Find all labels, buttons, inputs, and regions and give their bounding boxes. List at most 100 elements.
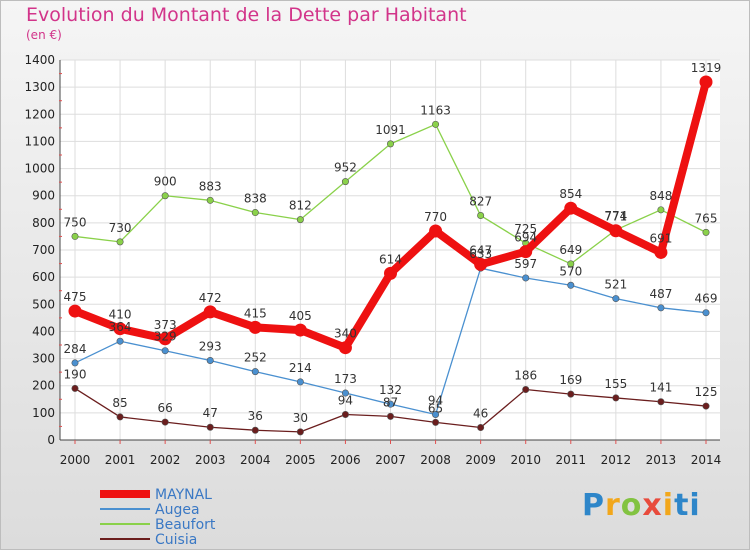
data-label-cuisia: 66	[158, 401, 173, 415]
data-label-cuisia: 65	[428, 401, 443, 415]
point-cuisia	[296, 428, 304, 436]
data-label-beaufort: 774	[604, 209, 627, 223]
data-label-beaufort: 649	[559, 243, 582, 257]
proxiti-logo: Proxiti	[582, 488, 701, 523]
data-label-maynal: 340	[334, 327, 357, 341]
legend-label-maynal: MAYNAL	[155, 487, 212, 503]
x-tick-label: 2012	[601, 453, 632, 467]
point-maynal	[429, 224, 443, 238]
x-tick-label: 2001	[105, 453, 136, 467]
point-beaufort	[477, 212, 485, 220]
y-tick-label: 500	[32, 297, 55, 311]
x-tick-label: 2014	[691, 453, 722, 467]
data-label-cuisia: 190	[64, 367, 87, 381]
data-label-cuisia: 186	[514, 369, 537, 383]
point-maynal	[654, 245, 668, 259]
data-label-augea: 597	[514, 257, 537, 271]
y-tick-label: 1000	[24, 162, 55, 176]
y-tick-label: 1100	[24, 134, 55, 148]
data-label-maynal: 475	[64, 290, 87, 304]
y-tick-label: 900	[32, 189, 55, 203]
x-tick-label: 2007	[375, 453, 406, 467]
data-label-beaufort: 750	[64, 215, 87, 229]
point-beaufort	[657, 206, 665, 214]
point-cuisia	[161, 418, 169, 426]
y-tick-label: 1300	[24, 80, 55, 94]
data-label-cuisia: 47	[203, 406, 218, 420]
point-cuisia	[567, 390, 575, 398]
data-label-augea: 293	[199, 339, 222, 353]
data-label-maynal: 614	[379, 252, 402, 266]
point-beaufort	[296, 216, 304, 224]
x-tick-label: 2008	[420, 453, 451, 467]
data-label-beaufort: 838	[244, 192, 267, 206]
point-beaufort	[71, 232, 79, 240]
point-beaufort	[702, 228, 710, 236]
point-maynal	[338, 341, 352, 355]
point-beaufort	[386, 140, 394, 148]
data-label-maynal: 405	[289, 309, 312, 323]
data-label-beaufort: 883	[199, 179, 222, 193]
data-label-beaufort: 848	[649, 189, 672, 203]
y-tick-label: 1200	[24, 107, 55, 121]
data-label-cuisia: 141	[649, 381, 672, 395]
data-label-maynal: 1319	[691, 61, 722, 75]
data-label-augea: 173	[334, 372, 357, 386]
data-label-augea: 132	[379, 383, 402, 397]
data-label-augea: 284	[64, 342, 87, 356]
data-label-maynal: 373	[154, 318, 177, 332]
point-augea	[567, 281, 575, 289]
data-label-augea: 364	[109, 320, 132, 334]
data-label-maynal: 415	[244, 306, 267, 320]
x-tick-label: 2005	[285, 453, 316, 467]
data-label-cuisia: 46	[473, 407, 488, 421]
x-tick-label: 2002	[150, 453, 181, 467]
data-label-cuisia: 94	[338, 393, 353, 407]
point-cuisia	[612, 394, 620, 402]
x-tick-label: 2013	[646, 453, 677, 467]
point-maynal	[699, 75, 713, 89]
x-tick-label: 2003	[195, 453, 226, 467]
data-label-augea: 521	[604, 278, 627, 292]
y-tick-label: 1400	[24, 53, 55, 67]
data-label-maynal: 694	[514, 231, 537, 245]
legend-label-cuisia: Cuisia	[155, 532, 197, 548]
chart-title: Evolution du Montant de la Dette par Hab…	[26, 4, 467, 26]
point-beaufort	[206, 196, 214, 204]
point-augea	[341, 389, 349, 397]
chart-subtitle: (en €)	[26, 28, 62, 42]
data-label-beaufort: 827	[469, 195, 492, 209]
data-label-maynal: 472	[199, 291, 222, 305]
data-label-beaufort: 1091	[375, 123, 406, 137]
point-maynal	[609, 224, 623, 238]
point-maynal	[248, 320, 262, 334]
point-cuisia	[251, 426, 259, 434]
point-augea	[251, 368, 259, 376]
point-maynal	[68, 304, 82, 318]
point-beaufort	[251, 209, 259, 217]
legend-label-augea: Augea	[155, 502, 200, 518]
x-tick-label: 2010	[510, 453, 541, 467]
data-label-augea: 633	[469, 247, 492, 261]
data-label-beaufort: 812	[289, 199, 312, 213]
data-label-augea: 487	[649, 287, 672, 301]
point-augea	[702, 309, 710, 317]
point-maynal	[519, 245, 533, 259]
legend-label-beaufort: Beaufort	[155, 517, 216, 533]
y-tick-label: 0	[47, 433, 55, 447]
y-tick-label: 800	[32, 216, 55, 230]
point-maynal	[113, 322, 127, 336]
data-label-beaufort: 952	[334, 161, 357, 175]
data-label-maynal: 691	[649, 231, 672, 245]
data-label-cuisia: 169	[559, 373, 582, 387]
point-augea	[612, 295, 620, 303]
data-label-augea: 214	[289, 361, 312, 375]
data-label-beaufort: 730	[109, 221, 132, 235]
data-label-augea: 252	[244, 351, 267, 365]
point-maynal	[474, 257, 488, 271]
y-tick-label: 400	[32, 324, 55, 338]
y-tick-label: 200	[32, 379, 55, 393]
point-beaufort	[432, 120, 440, 128]
point-beaufort	[161, 192, 169, 200]
